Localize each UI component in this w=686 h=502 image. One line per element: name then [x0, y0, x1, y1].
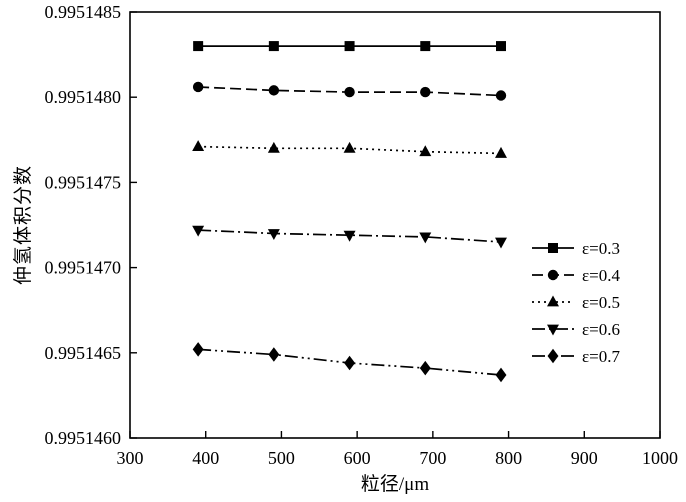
legend-label: ε=0.3: [582, 239, 620, 258]
y-axis-title: 仲氢体积分数: [13, 165, 34, 286]
marker-triangle-up-icon: [547, 295, 559, 307]
legend-label: ε=0.5: [582, 293, 620, 312]
x-tick-label: 400: [192, 448, 219, 468]
legend-label: ε=0.4: [582, 266, 620, 285]
marker-triangle-up-icon: [495, 146, 507, 158]
x-axis-title: 粒径/μm: [360, 474, 430, 495]
x-tick-label: 700: [419, 448, 446, 468]
marker-diamond-icon: [192, 342, 204, 357]
x-tick-label: 800: [495, 448, 522, 468]
marker-triangle-down-icon: [495, 237, 507, 249]
marker-square-icon: [496, 41, 506, 52]
legend-entry: ε=0.6: [532, 320, 620, 339]
marker-square-icon: [193, 41, 204, 52]
series-line: [198, 229, 502, 243]
marker-triangle-down-icon: [192, 225, 205, 237]
series-ε=0.3: [193, 41, 506, 52]
marker-circle-icon: [344, 86, 355, 98]
marker-diamond-icon: [268, 347, 280, 362]
y-tick-label: 0.9951485: [45, 2, 122, 22]
marker-diamond-icon: [344, 355, 356, 371]
marker-square-icon: [268, 41, 279, 52]
legend-entry: ε=0.7: [532, 347, 620, 366]
y-tick-label: 0.9951470: [45, 258, 122, 278]
marker-circle-icon: [192, 81, 204, 93]
plot-frame: [129, 11, 661, 439]
legend-entry: ε=0.4: [532, 266, 620, 285]
marker-diamond-icon: [495, 367, 507, 383]
marker-triangle-up-icon: [192, 140, 205, 152]
x-tick-label: 1000: [642, 448, 678, 468]
marker-circle-icon: [495, 90, 507, 101]
marker-triangle-up-icon: [419, 145, 432, 157]
marker-circle-icon: [547, 269, 559, 281]
marker-diamond-icon: [419, 360, 431, 376]
marker-circle-icon: [420, 86, 431, 98]
y-tick-label: 0.9951465: [45, 343, 122, 363]
y-tick-label: 0.9951480: [45, 87, 122, 107]
marker-square-icon: [344, 41, 355, 52]
marker-triangle-up-icon: [267, 141, 280, 153]
x-tick-label: 300: [117, 448, 144, 468]
legend: ε=0.3 ε=0.4 ε=0.5 ε=0.6 ε=0.7: [532, 239, 620, 366]
legend-entry: ε=0.5: [532, 293, 620, 312]
x-tick-label: 500: [268, 448, 295, 468]
marker-triangle-down-icon: [419, 232, 432, 244]
marker-diamond-icon: [547, 348, 559, 364]
marker-square-icon: [420, 41, 431, 52]
marker-triangle-down-icon: [267, 229, 280, 241]
y-tick-label: 0.9951475: [45, 172, 122, 192]
marker-triangle-down-icon: [547, 324, 559, 336]
marker-square-icon: [548, 243, 558, 253]
series-ε=0.7: [192, 342, 507, 383]
marker-triangle-up-icon: [343, 141, 356, 153]
legend-label: ε=0.6: [582, 320, 620, 339]
series-ε=0.4: [192, 81, 507, 101]
marker-triangle-down-icon: [343, 230, 356, 242]
legend-label: ε=0.7: [582, 347, 620, 366]
x-tick-label: 900: [571, 448, 598, 468]
legend-entry: ε=0.3: [532, 239, 620, 258]
marker-circle-icon: [268, 85, 280, 96]
x-tick-label: 600: [344, 448, 371, 468]
series-ε=0.5: [192, 140, 507, 158]
y-tick-label: 0.9951460: [45, 428, 122, 448]
series-ε=0.6: [192, 225, 507, 249]
